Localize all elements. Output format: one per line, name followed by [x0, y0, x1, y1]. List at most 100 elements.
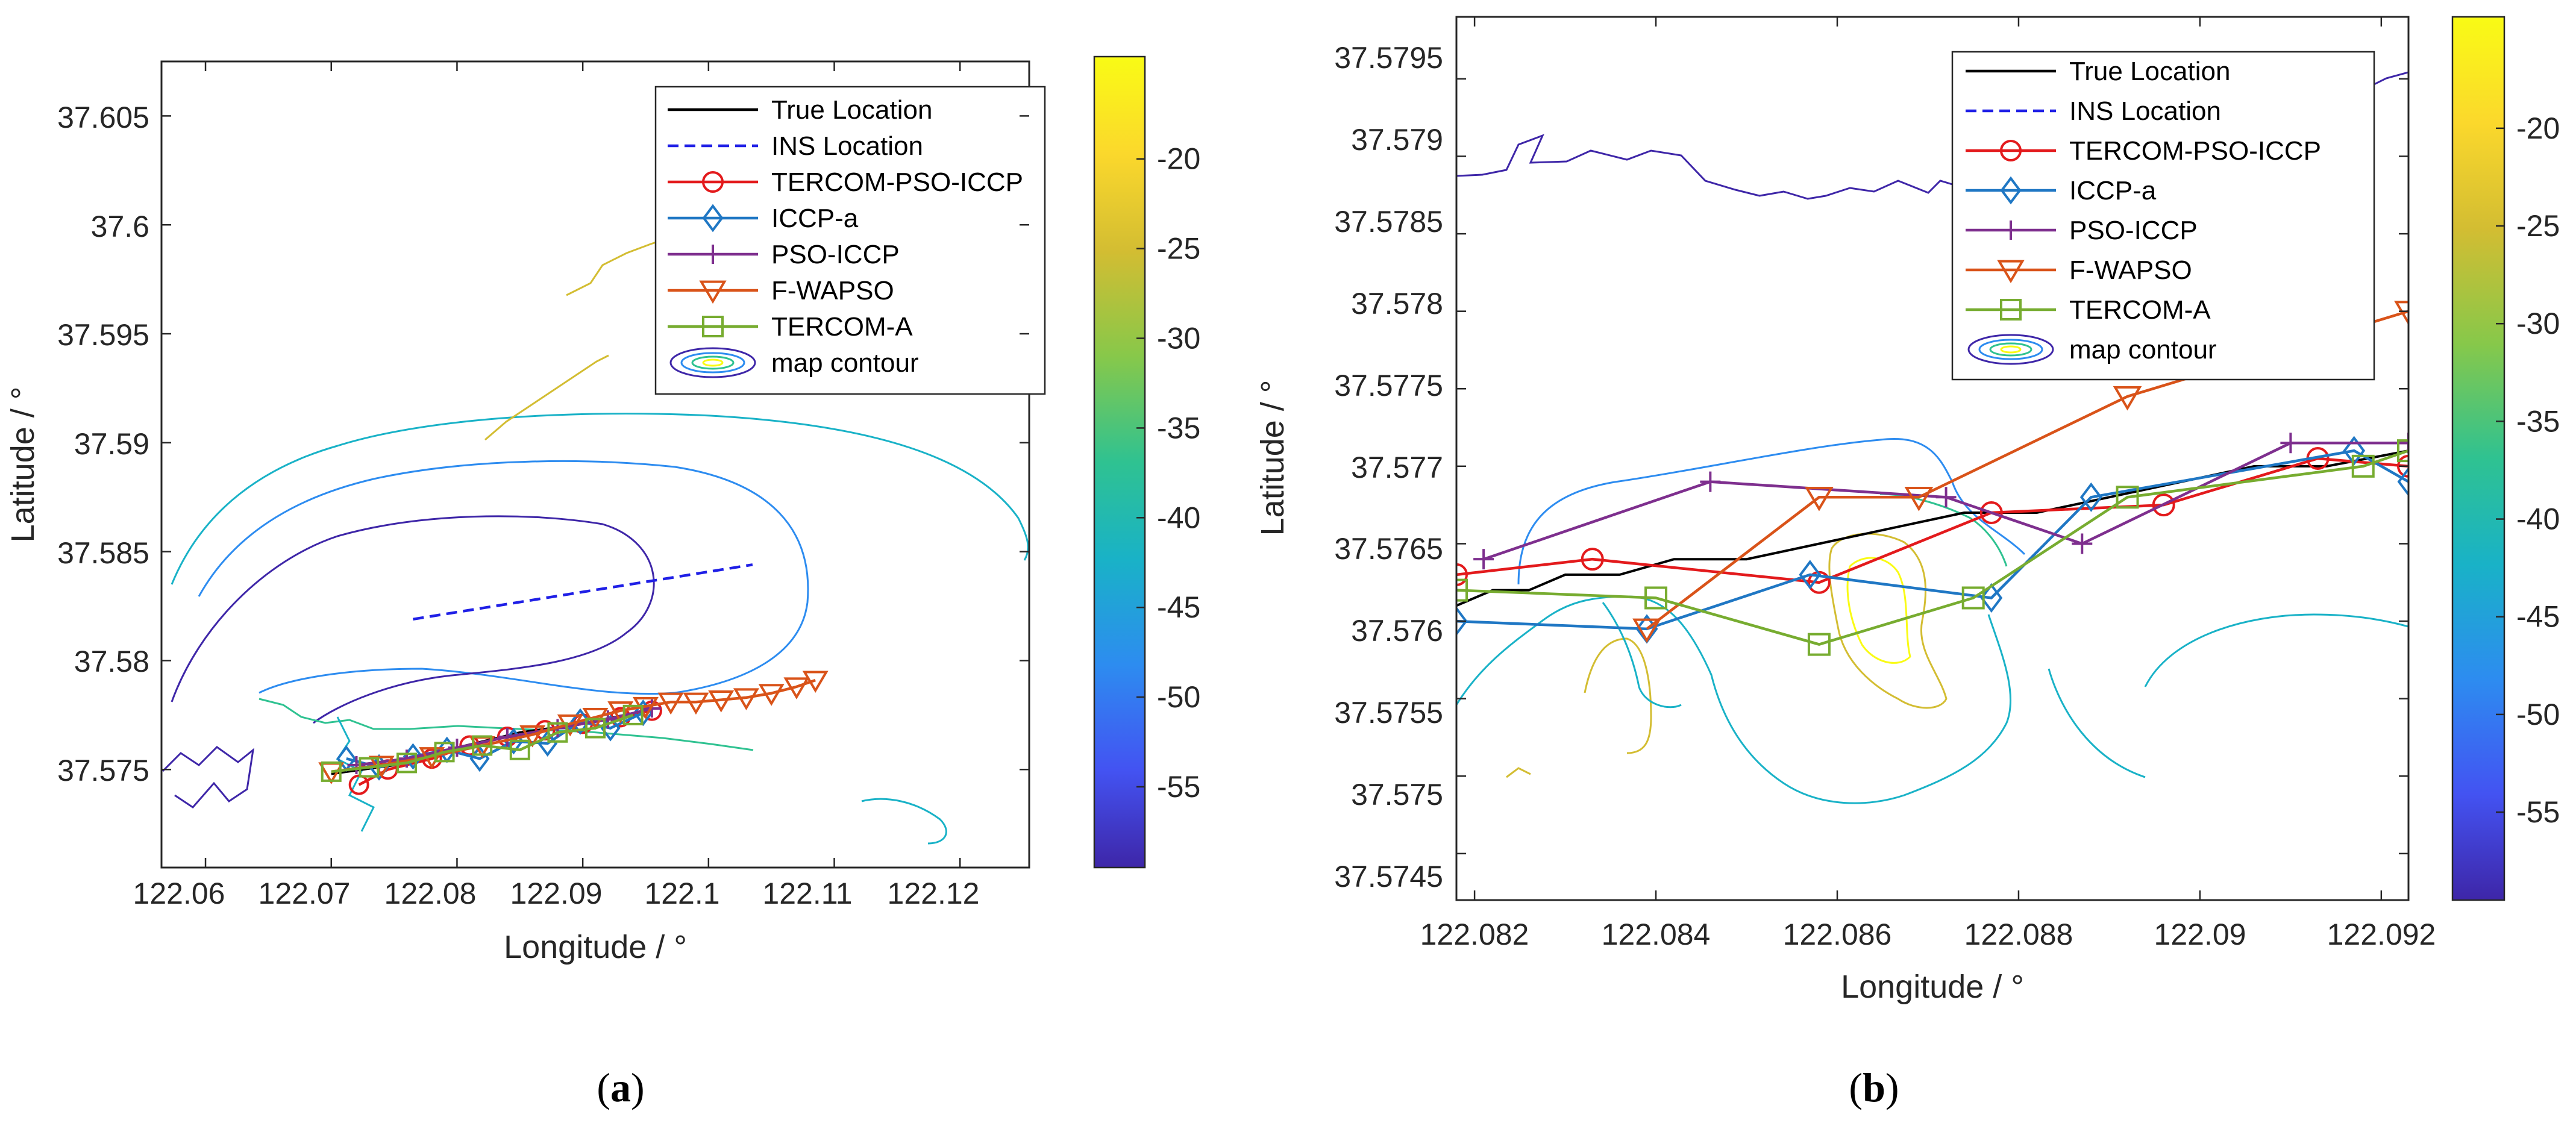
data-point-tercom-pso-iccp [2397, 454, 2408, 478]
legend-label-map-contour: map contour [2069, 335, 2217, 364]
panel-a-y-tick: 37.575 [57, 754, 149, 787]
data-point-tercom-a [1456, 578, 1468, 602]
colorbar-tick-label: -40 [1157, 501, 1200, 534]
legend-label-map-contour: map contour [771, 348, 919, 378]
data-point-iccp-a [570, 708, 591, 735]
contour-coast-south-2 [336, 716, 375, 832]
data-point-tercom-a [2397, 439, 2408, 463]
data-point-f-wapso [657, 692, 684, 715]
panel-b-x-tick: 122.09 [2154, 918, 2246, 951]
panel-a-x-tick: 122.11 [762, 877, 852, 910]
contour-yellow-b1 [1828, 533, 1948, 709]
contour-blue-b [1517, 438, 2026, 585]
panel-b-x-axis-label: Longitude / ° [1841, 969, 2024, 1005]
data-point-tercom-a [472, 735, 493, 756]
panel-b-colorbar-bar [2451, 16, 2505, 901]
legend-label-pso-iccp: PSO-ICCP [771, 240, 900, 269]
legend-marker-tercom-a [702, 316, 724, 337]
series-line-ins-location [413, 563, 753, 621]
data-point-f-wapso [557, 714, 583, 737]
data-point-tercom-a [359, 757, 380, 778]
data-point-tercom-a [585, 718, 606, 739]
colorbar-tick-label: -50 [2516, 698, 2560, 731]
panel-b: 122.082 122.084 122.086 122.088 122.09 1… [1255, 16, 2560, 1110]
legend-label-iccp-a: ICCP-a [771, 204, 859, 233]
data-point-f-wapso [1632, 618, 1661, 643]
legend-marker-pso-iccp [703, 245, 722, 264]
contour-yellow-b4 [1506, 767, 1531, 778]
panel-b-x-tick: 122.086 [1783, 918, 1892, 951]
data-point-tercom-pso-iccp [1581, 548, 1604, 571]
legend-marker-tercom-a [2000, 299, 2022, 321]
panel-b-y-tick: 37.5795 [1334, 41, 1443, 75]
contour-small-teal [861, 798, 947, 845]
data-point-pso-iccp [1473, 549, 1494, 570]
contour-teal-b5 [1602, 602, 1682, 708]
panel-b-y-tick: 37.576 [1351, 614, 1443, 648]
data-point-pso-iccp [642, 699, 661, 718]
data-point-f-wapso [632, 696, 659, 719]
contour-coast-west [161, 746, 255, 809]
legend-marker-f-wapso [1997, 260, 2025, 284]
panel-b-y-tick: 37.578 [1351, 287, 1443, 321]
legend-label-f-wapso: F-WAPSO [771, 276, 894, 305]
data-point-pso-iccp [1700, 471, 1721, 492]
data-point-iccp-a [2079, 482, 2102, 512]
data-point-tercom-pso-iccp [2152, 493, 2175, 517]
panel-a-y-tick: 37.585 [57, 536, 149, 570]
panel-b-y-tick: 37.5765 [1334, 532, 1443, 566]
legend-label-tercom-pso-iccp: TERCOM-PSO-ICCP [771, 167, 1023, 197]
colorbar-tick-label: -55 [2516, 795, 2560, 829]
panel-a-map-contours [161, 213, 1029, 845]
panel-a-y-tick: 37.595 [57, 318, 149, 352]
contour-blue [198, 460, 809, 695]
data-point-f-wapso [2113, 386, 2142, 411]
legend-marker-tercom-pso-iccp [702, 171, 724, 193]
panel-a-series [318, 563, 829, 795]
data-point-pso-iccp [347, 756, 366, 775]
panel-a-legend-box [654, 86, 1046, 395]
panel-b-x-ticks: 122.082 122.084 122.086 122.088 122.09 1… [1420, 918, 2436, 951]
panel-a-x-tick: 122.12 [888, 877, 980, 910]
data-point-pso-iccp [1935, 487, 1957, 508]
legend-marker-iccp-a [2000, 176, 2022, 205]
panel-a-y-tick: 37.6 [91, 210, 149, 243]
data-point-f-wapso [683, 692, 709, 715]
legend-marker-pso-iccp [2001, 221, 2020, 240]
colorbar-tick-label: -45 [2516, 600, 2560, 634]
panel-b-y-tick: 37.5755 [1334, 696, 1443, 730]
legend-swatch-map-contour [1967, 334, 2054, 365]
contour-teal-b1 [1456, 595, 1628, 705]
contour-teal-b2 [1626, 595, 2012, 804]
panel-a-axes-box [160, 60, 1030, 869]
data-point-pso-iccp [498, 728, 516, 746]
contour-yellow-b2 [1846, 557, 1911, 664]
colorbar-tick-label: -30 [1157, 322, 1200, 355]
data-point-f-wapso [783, 677, 810, 699]
data-point-f-wapso [802, 671, 829, 693]
colorbar-tick-label: -20 [1157, 142, 1200, 176]
contour-teal-b3 [2144, 613, 2408, 687]
colorbar-tick-label: -45 [1157, 590, 1200, 624]
data-point-tercom-a [434, 742, 455, 763]
colorbar-tick-label: -50 [1157, 680, 1200, 714]
colorbar-tick-label: -30 [2516, 307, 2560, 340]
panel-b-legend-box [1951, 51, 2375, 381]
panel-a-x-tick: 122.09 [510, 877, 603, 910]
data-point-tercom-a [1961, 586, 1985, 610]
panel-b-x-tick: 122.082 [1420, 918, 1529, 951]
legend-label-tercom-a: TERCOM-A [771, 312, 913, 342]
panel-a-y-tick: 37.59 [74, 427, 149, 461]
colorbar-tick-label: -20 [2516, 111, 2560, 145]
data-point-f-wapso [607, 701, 634, 724]
data-point-tercom-pso-iccp [1979, 501, 2003, 525]
colorbar-tick-label: -40 [2516, 502, 2560, 536]
panel-a-y-ticks: 37.575 37.58 37.585 37.59 37.595 37.6 37… [57, 101, 149, 787]
panel-b-y-tick: 37.5775 [1334, 369, 1443, 402]
colorbar-tick-label: -35 [1157, 411, 1200, 445]
legend-swatch-map-contour [669, 347, 756, 378]
data-point-tercom-a [2351, 454, 2375, 478]
panel-b-y-tick: 37.579 [1351, 123, 1443, 157]
data-point-pso-iccp [2398, 433, 2408, 454]
